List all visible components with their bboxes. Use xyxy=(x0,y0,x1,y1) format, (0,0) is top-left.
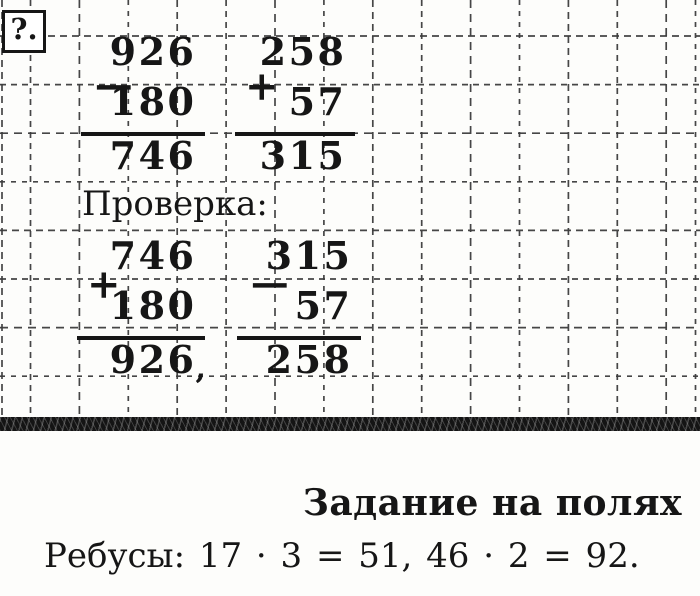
addend: 180 xyxy=(109,283,197,328)
result-line xyxy=(235,132,355,136)
problem-subtraction-original: 926 − 180 746 xyxy=(81,28,205,180)
difference: 258 xyxy=(265,337,353,382)
bottom-number: 57 xyxy=(238,83,344,121)
plus-sign: + xyxy=(245,63,279,110)
rebus-text: Ребусы: 17 · 3 = 51, 46 · 2 = 92. xyxy=(44,536,640,576)
result-number: 746 xyxy=(84,137,194,175)
result-line xyxy=(77,336,205,340)
question-task-icon: ?. xyxy=(2,10,46,53)
addend: 57 xyxy=(288,79,347,124)
top-number: 926 xyxy=(84,33,194,71)
addend: 746 xyxy=(109,233,197,278)
question-task-label: ?. xyxy=(10,12,38,46)
result-line xyxy=(237,336,361,340)
problem-addition-check: 746 + 180 926 , xyxy=(77,232,206,387)
minus-sign: − xyxy=(247,261,293,308)
bottom-number: 180 xyxy=(80,287,194,325)
bottom-number: 57 xyxy=(240,287,350,325)
sum: 926 xyxy=(109,337,197,382)
subtrahend: 57 xyxy=(294,283,353,328)
minuend: 926 xyxy=(109,29,197,74)
plus-sign: + xyxy=(87,261,121,308)
minus-sign: − xyxy=(91,63,137,110)
sum: 315 xyxy=(259,133,347,178)
margin-task-heading: Задание на полях xyxy=(302,482,682,524)
top-number: 258 xyxy=(238,33,344,71)
subtrahend: 180 xyxy=(109,79,197,124)
top-number: 746 xyxy=(80,237,194,275)
check-label: Проверка: xyxy=(82,184,268,224)
stray-comma: , xyxy=(195,351,206,386)
result-number: 926 , xyxy=(80,341,206,387)
addend: 258 xyxy=(259,29,347,74)
minuend: 315 xyxy=(265,233,353,278)
result-number: 315 xyxy=(238,137,344,175)
top-number: 315 xyxy=(240,237,350,275)
section-divider xyxy=(0,417,700,431)
problem-subtraction-check: 315 − 57 258 xyxy=(237,232,361,384)
result-number: 258 xyxy=(240,341,350,379)
problem-addition-original: 258 + 57 315 xyxy=(235,28,355,180)
result-line xyxy=(81,132,205,136)
grid-paper xyxy=(0,0,700,415)
bottom-number: 180 xyxy=(84,83,194,121)
difference: 746 xyxy=(109,133,197,178)
